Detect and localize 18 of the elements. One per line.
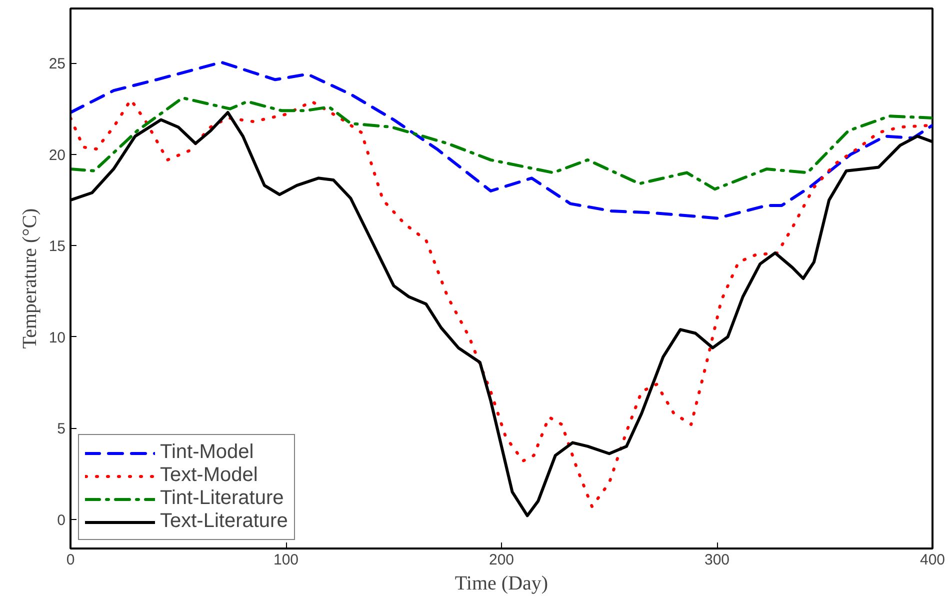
y-tick-label: 25 — [48, 56, 66, 73]
legend-label: Text-Model — [160, 464, 258, 487]
y-tick-label: 5 — [57, 420, 66, 438]
x-tick-label: 200 — [488, 552, 514, 568]
line-series — [70, 60, 932, 220]
y-tick-label: 15 — [48, 238, 66, 256]
y-axis-title: Temperature (°C) — [18, 208, 41, 349]
y-tick-label: 0 — [57, 512, 66, 529]
y-tick-label: 20 — [48, 146, 66, 164]
x-tick-label: 300 — [704, 552, 730, 568]
legend-label: Tint-Literature — [160, 487, 284, 510]
legend-label: Text-Literature — [160, 510, 288, 533]
line-series — [70, 96, 932, 191]
y-tick-label: 10 — [48, 329, 66, 346]
legend-label: Tint-Model — [160, 441, 254, 464]
x-axis-title: Time (Day) — [454, 572, 548, 594]
x-tick-label: 100 — [273, 552, 299, 568]
x-tick-label: 400 — [920, 552, 946, 568]
